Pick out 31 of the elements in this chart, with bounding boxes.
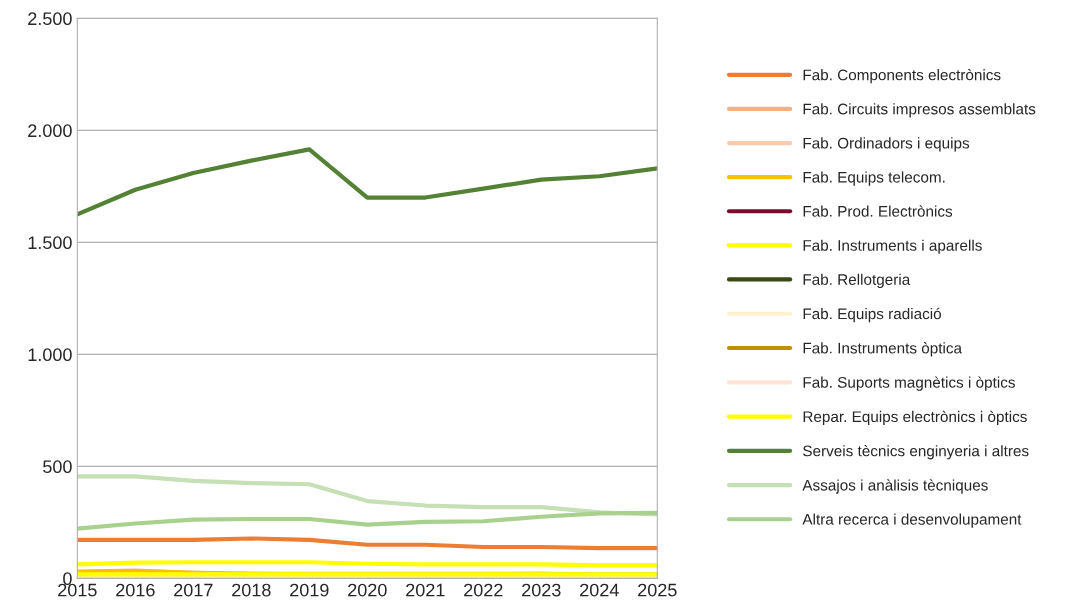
legend-label: Fab. Equips radiació: [803, 307, 941, 323]
legend-label: Fab. Instruments òptica: [803, 342, 963, 357]
legend-label: Serveis tècnics enginyeria i altres: [803, 444, 1029, 460]
legend-label: Fab. Instruments i aparells: [803, 239, 982, 254]
legend-label: Fab. Equips telecom.: [803, 171, 945, 186]
y-tick-label: 2.500: [28, 12, 72, 26]
legend-label: Fab. Rellotgeria: [803, 273, 911, 288]
legend-label: Fab. Circuits impresos assemblats: [803, 103, 1036, 118]
legend-label: Repar. Equips electrònics i òptics: [803, 410, 1027, 426]
y-tick-label: 1.000: [28, 348, 72, 362]
legend-label: Fab. Suports magnètics i òptics: [803, 376, 1015, 391]
x-tick-label: 2022: [464, 583, 503, 597]
x-tick-label: 2024: [580, 583, 619, 597]
legend-label: Fab. Ordinadors i equips: [803, 137, 970, 152]
legend-label: Assajos i anàlisis tècniques: [802, 479, 988, 494]
x-tick-label: 2019: [290, 583, 329, 597]
x-tick-label: 2017: [174, 583, 213, 597]
y-tick-label: 0: [63, 572, 72, 586]
x-tick-label: 2020: [348, 583, 387, 597]
x-tick-label: 2015: [58, 583, 97, 597]
x-tick-label: 2021: [406, 583, 445, 597]
x-tick-label: 2023: [522, 583, 561, 597]
y-tick-label: 2.000: [28, 124, 72, 138]
x-tick-label: 2018: [232, 583, 271, 597]
y-tick-label: 500: [43, 460, 72, 474]
legend-label: Fab. Components electrònics: [803, 68, 1001, 84]
legend-label: Altra recerca i desenvolupament: [802, 513, 1022, 528]
x-tick-label: 2016: [116, 583, 155, 597]
y-tick-label: 1.500: [28, 236, 72, 250]
x-tick-label: 2025: [638, 583, 677, 597]
legend-label: Fab. Prod. Electrònics: [803, 205, 953, 217]
